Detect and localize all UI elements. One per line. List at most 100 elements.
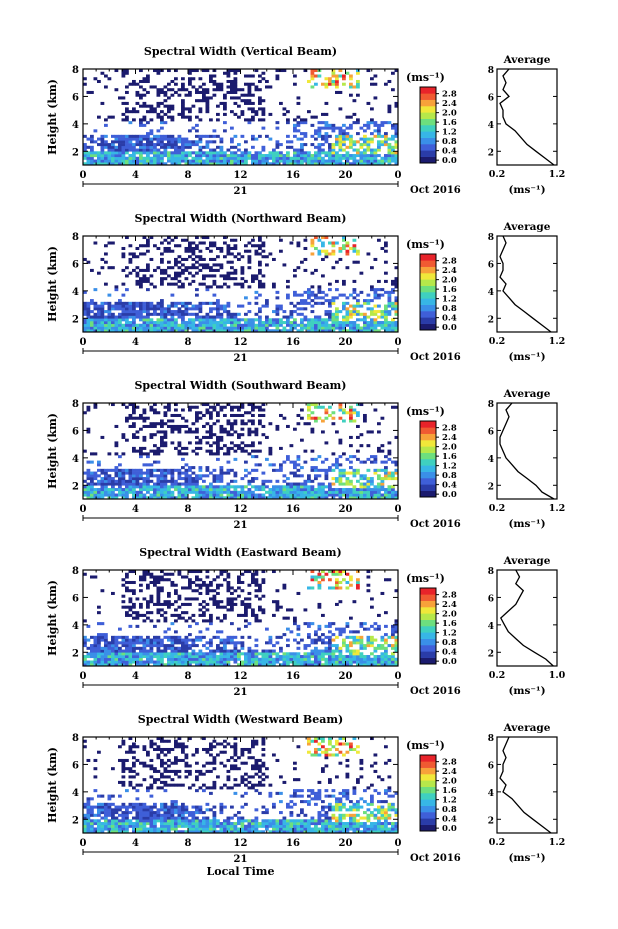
heatmap-cell (321, 156, 325, 160)
heatmap-cell (181, 663, 185, 667)
heatmap-cell (275, 156, 280, 160)
heatmap-cell (114, 137, 119, 141)
heatmap-cell (254, 252, 259, 256)
colorbar-tick-label: 1.6 (442, 285, 457, 295)
heatmap-cell (135, 597, 140, 601)
heatmap-cell (345, 482, 350, 486)
heatmap-cell (317, 159, 322, 163)
heatmap-cell (338, 134, 343, 138)
heatmap-cell (230, 329, 234, 333)
heatmap-cell (268, 321, 273, 325)
heatmap-cell (223, 641, 227, 645)
heatmap-cell (153, 137, 157, 141)
heatmap-cell (219, 430, 224, 434)
heatmap-cell (321, 323, 325, 327)
heatmap-cell (167, 646, 171, 650)
heatmap-cell (310, 468, 315, 472)
heatmap-cell (142, 597, 147, 601)
heatmap-cell (307, 655, 311, 659)
heatmap-cell (370, 132, 374, 136)
heatmap-cell (317, 252, 322, 256)
heatmap-cell (86, 326, 91, 330)
heatmap-cell (160, 137, 164, 141)
heatmap-cell (132, 255, 136, 259)
heatmap-cell (345, 162, 350, 166)
heatmap-cell (370, 151, 374, 155)
heatmap-cell (86, 482, 91, 486)
heatmap-cell (226, 422, 231, 426)
heatmap-cell (272, 649, 276, 653)
heatmap-cell (345, 329, 350, 333)
heatmap-cell (377, 477, 381, 481)
heatmap-cell (391, 321, 395, 325)
heatmap-cell (300, 156, 304, 160)
heatmap-cell (366, 69, 371, 73)
heatmap-cell (230, 408, 234, 412)
heatmap-cell (212, 282, 217, 286)
heatmap-cell (128, 488, 133, 492)
heatmap-cell (230, 85, 234, 89)
heatmap-cell (93, 315, 98, 319)
heatmap-cell (83, 307, 87, 311)
heatmap-cell (209, 485, 213, 489)
heatmap-cell (139, 641, 143, 645)
heatmap-cell (282, 107, 287, 111)
heatmap-cell (335, 126, 339, 130)
heatmap-cell (86, 660, 91, 664)
heatmap-cell (135, 255, 140, 259)
heatmap-cell (223, 652, 227, 656)
heatmap-cell (237, 578, 241, 582)
heatmap-cell (286, 655, 290, 659)
heatmap-cell (247, 249, 252, 253)
heatmap-cell (100, 148, 105, 152)
heatmap-cell (191, 485, 196, 489)
heatmap-cell (167, 578, 171, 582)
heatmap-cell (146, 463, 150, 467)
heatmap-cell (97, 137, 101, 141)
heatmap-cell (321, 134, 325, 138)
heatmap-cell (394, 132, 399, 136)
heatmap-cell (233, 156, 238, 160)
heatmap-cell (209, 411, 213, 415)
heatmap-cell (303, 299, 308, 303)
heatmap-cell (205, 657, 210, 661)
y-axis-label: Height (km) (46, 246, 59, 322)
heatmap-cell (282, 583, 287, 587)
heatmap-cell (146, 159, 150, 163)
heatmap-cell (118, 641, 122, 645)
heatmap-cell (370, 326, 374, 330)
heatmap-cell (359, 474, 364, 478)
heatmap-cell (366, 140, 371, 144)
heatmap-cell (233, 422, 238, 426)
colorbar-segment (420, 273, 436, 280)
heatmap-cell (198, 608, 203, 612)
heatmap-cell (153, 482, 157, 486)
heatmap-cell (100, 329, 105, 333)
heatmap-cell (216, 104, 220, 108)
heatmap-cell (394, 126, 399, 130)
heatmap-cell (254, 427, 259, 431)
heatmap-cell (352, 411, 357, 415)
heatmap-cell (209, 148, 213, 152)
heatmap-cell (244, 611, 248, 615)
heatmap-cell (83, 641, 87, 645)
heatmap-cell (324, 329, 329, 333)
heatmap-cell (216, 485, 220, 489)
heatmap-cell (132, 79, 136, 84)
heatmap-cell (370, 154, 374, 158)
heatmap-cell (219, 137, 224, 141)
heatmap-cell (209, 323, 213, 327)
heatmap-cell (380, 321, 385, 325)
heatmap-cell (167, 310, 171, 314)
heatmap-cell (356, 490, 360, 494)
heatmap-cell (342, 282, 346, 286)
heatmap-cell (212, 660, 217, 664)
heatmap-cell (142, 277, 147, 281)
heatmap-cell (121, 329, 126, 333)
heatmap-cell (251, 493, 255, 497)
heatmap-cell (240, 572, 245, 576)
heatmap-cell (317, 583, 322, 587)
heatmap-cell (139, 156, 143, 160)
heatmap-cell (184, 424, 189, 428)
heatmap-cell (272, 663, 276, 667)
